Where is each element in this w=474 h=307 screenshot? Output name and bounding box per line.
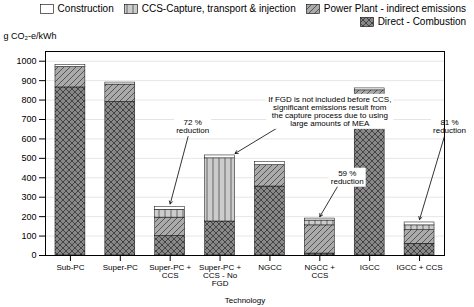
html-text:Direct - Combustion: Direct - Combustion [377, 16, 466, 27]
svg-text:Super-PC +CCS: Super-PC +CCS [149, 263, 191, 280]
svg-text:Sub-PC: Sub-PC [56, 263, 84, 272]
svg-text:72 %reduction: 72 %reduction [176, 118, 209, 135]
svg-text:0: 0 [31, 250, 36, 260]
svg-text:Super-PC: Super-PC [103, 263, 138, 272]
svg-text:NGCC: NGCC [258, 263, 282, 272]
svg-text:IGCC: IGCC [360, 263, 380, 272]
svg-text:600: 600 [21, 134, 36, 144]
svg-text:If FGD is not included before: If FGD is not included before CCS,signif… [268, 95, 391, 128]
svg-text:Technology: Technology [225, 296, 265, 305]
svg-text:Super-PC +CCS - NoFGD: Super-PC +CCS - NoFGD [199, 263, 241, 288]
html-text:Construction: Construction [57, 3, 114, 14]
svg-text:400: 400 [21, 173, 36, 183]
svg-text:800: 800 [21, 95, 36, 105]
svg-text:1000: 1000 [16, 56, 36, 66]
svg-text:g CO₂-e/kWh: g CO₂-e/kWh [4, 31, 57, 41]
svg-text:IGCC + CCS: IGCC + CCS [397, 263, 443, 272]
svg-text:700: 700 [21, 114, 36, 124]
html-text:Power Plant - indirect emissio: Power Plant - indirect emissions [323, 3, 466, 14]
svg-text:200: 200 [21, 212, 36, 222]
html-text:CCS-Capture, transport & injec: CCS-Capture, transport & injection [141, 3, 296, 14]
svg-text:300: 300 [21, 192, 36, 202]
svg-text:100: 100 [21, 231, 36, 241]
svg-text:900: 900 [21, 76, 36, 86]
svg-text:NGCC +CCS: NGCC +CCS [305, 263, 336, 280]
svg-text:59 %reduction: 59 %reduction [331, 169, 364, 186]
svg-text:500: 500 [21, 153, 36, 163]
svg-text:81 %reduction: 81 %reduction [433, 118, 466, 135]
